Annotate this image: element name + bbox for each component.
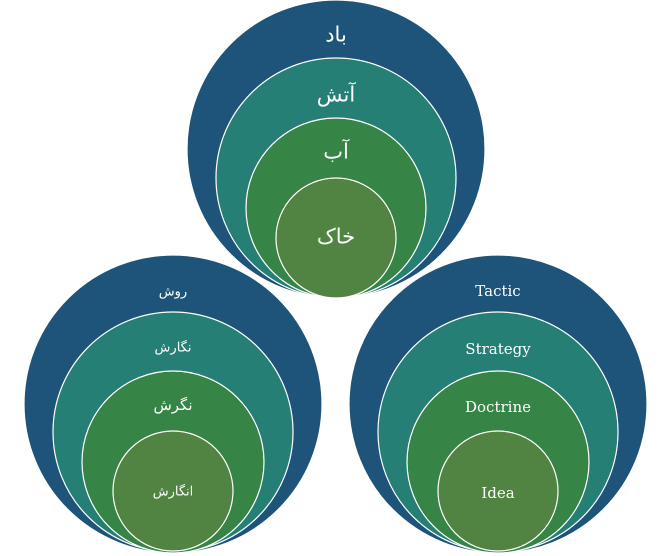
top-label-outer: باد	[325, 23, 347, 47]
right-label-second: Strategy	[465, 340, 531, 358]
top-label-third: آب	[323, 138, 350, 164]
right-label-inner: Idea	[481, 484, 514, 502]
right-ring-inner	[437, 430, 559, 552]
top-label-inner: خاک	[317, 225, 355, 249]
left-label-inner: انگارش	[153, 484, 194, 500]
left-label-outer: روش	[159, 285, 187, 300]
group-right: Tactic Strategy Doctrine Idea	[348, 254, 648, 554]
group-top: باد آتش آب خاک	[186, 0, 486, 299]
left-ring-inner	[112, 430, 234, 552]
top-label-second: آتش	[317, 81, 357, 108]
right-label-third: Doctrine	[465, 398, 531, 416]
group-left: روش نگارش نگرش انگارش	[23, 254, 323, 554]
left-label-second: نگارش	[155, 340, 192, 356]
top-ring-inner	[275, 177, 397, 299]
left-label-third: نگرش	[153, 396, 192, 414]
right-label-outer: Tactic	[475, 282, 520, 300]
